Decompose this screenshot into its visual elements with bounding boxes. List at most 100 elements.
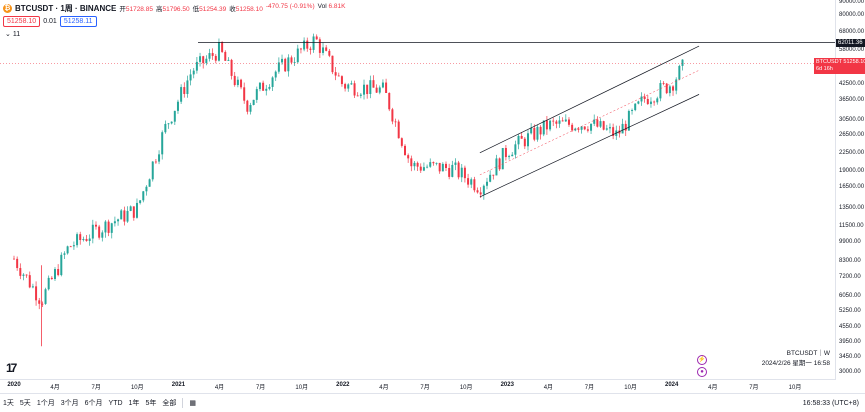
- candle: [117, 218, 120, 226]
- channel-lower-line[interactable]: [479, 94, 700, 198]
- candle: [400, 137, 403, 148]
- price-tick-label: 68000.00: [839, 29, 865, 36]
- candle: [394, 118, 397, 127]
- price-tick-label: 16500.00: [839, 183, 865, 190]
- candle: [602, 120, 605, 131]
- candle: [82, 236, 85, 242]
- timeframe-button[interactable]: 3个月: [60, 400, 79, 407]
- candle: [381, 79, 384, 89]
- candle: [413, 160, 416, 171]
- current-tag-part: BTCUSDT: [816, 59, 844, 66]
- candle: [31, 283, 34, 289]
- time-tick-label: 4月: [214, 385, 225, 391]
- open-value: 51728.85: [125, 6, 153, 13]
- candle: [262, 80, 265, 91]
- symbol-title[interactable]: BTCUSDT · 1周 · BINANCE: [15, 3, 117, 13]
- candle: [101, 230, 104, 242]
- candle: [274, 70, 277, 81]
- tradingview-logo[interactable]: 17: [6, 361, 17, 375]
- clock[interactable]: 16:58:33 (UTC+8): [802, 399, 859, 407]
- candle: [593, 114, 596, 127]
- candle: [322, 42, 325, 56]
- channel-upper-line[interactable]: [479, 45, 700, 154]
- candle: [287, 54, 290, 77]
- channel-mid-line[interactable]: [479, 70, 700, 176]
- timeframe-button[interactable]: YTD: [108, 399, 123, 407]
- price-axis[interactable]: 90000.0080000.0068000.0058000.0050000.00…: [814, 0, 865, 380]
- candle: [104, 220, 107, 238]
- candle: [495, 154, 498, 176]
- time-tick-label: 10月: [295, 385, 309, 391]
- candle: [634, 103, 637, 112]
- candle: [236, 76, 239, 88]
- candle: [678, 64, 681, 81]
- candle: [246, 99, 249, 115]
- candle: [350, 80, 353, 85]
- time-tick-label: 10月: [130, 385, 144, 391]
- event-marker-icon[interactable]: ●: [697, 367, 707, 377]
- timeframe-button[interactable]: 6个月: [84, 400, 103, 407]
- time-tick-label: 7月: [91, 385, 101, 391]
- time-tick-label: 4月: [379, 385, 389, 391]
- timeframe-button[interactable]: 1天: [3, 400, 14, 407]
- time-tick-label: 2024: [664, 382, 679, 388]
- price-tick-label: 7200.00: [839, 273, 861, 280]
- price-tick-label: 3000.00: [839, 369, 861, 375]
- candle: [511, 152, 514, 157]
- candle: [57, 264, 60, 277]
- candle: [151, 161, 154, 182]
- sell-button[interactable]: 51258.10: [3, 16, 41, 27]
- candle: [340, 75, 343, 87]
- candle: [552, 117, 555, 127]
- candle: [243, 82, 246, 104]
- candle: [388, 92, 391, 112]
- candle: [564, 114, 567, 122]
- candle: [189, 69, 192, 86]
- candle: [378, 85, 381, 95]
- time-tick-label: 2023: [500, 382, 514, 388]
- time-tick-label: 2020: [7, 382, 21, 388]
- candle: [646, 95, 649, 105]
- current-tag-part: 51258.10: [843, 59, 865, 66]
- price-chart[interactable]: [0, 0, 835, 380]
- candle: [158, 150, 161, 165]
- candle: [407, 153, 410, 163]
- candle: [508, 154, 511, 160]
- buy-button[interactable]: 51258.11: [59, 16, 97, 27]
- timeframe-button[interactable]: 5天: [19, 400, 31, 407]
- watermark-symbol: BTCUSDT｜W: [786, 350, 830, 357]
- candle: [205, 55, 208, 66]
- candle: [435, 162, 438, 166]
- candle: [195, 57, 198, 74]
- indicators-toggle[interactable]: ⌄ 11: [5, 30, 20, 39]
- candle: [176, 99, 179, 114]
- candle: [208, 48, 211, 62]
- candle: [148, 178, 151, 187]
- candle: [448, 163, 451, 180]
- candle: [596, 116, 599, 128]
- price-tick-label: 9900.00: [839, 239, 861, 246]
- timeframe-button[interactable]: 5年: [145, 400, 157, 407]
- price-tick-label: 5250.00: [839, 308, 861, 315]
- candle: [132, 206, 135, 221]
- candle: [463, 165, 466, 183]
- timeframe-button[interactable]: 全部: [162, 400, 177, 407]
- candle: [50, 276, 53, 280]
- low-value: 51254.39: [199, 6, 227, 13]
- timeframe-button[interactable]: 1个月: [36, 400, 55, 407]
- candle: [240, 78, 243, 90]
- candle: [299, 47, 302, 54]
- candle: [470, 177, 473, 189]
- time-axis[interactable]: 2020 4月 7月 10月 2021 4月 7月 10月 2022 4月 7月 10月 2023 4月 7…: [0, 379, 835, 394]
- timeframe-button[interactable]: 1年: [128, 400, 140, 407]
- candle: [479, 187, 482, 198]
- event-marker-icon[interactable]: ⚡: [697, 355, 707, 365]
- time-tick-label: 4月: [708, 385, 718, 391]
- candle: [230, 58, 233, 80]
- candle: [672, 85, 675, 96]
- candle: [303, 37, 306, 52]
- candle: [337, 72, 340, 77]
- candle: [637, 100, 640, 105]
- calendar-icon[interactable]: ▦: [189, 400, 196, 407]
- candle: [571, 122, 574, 132]
